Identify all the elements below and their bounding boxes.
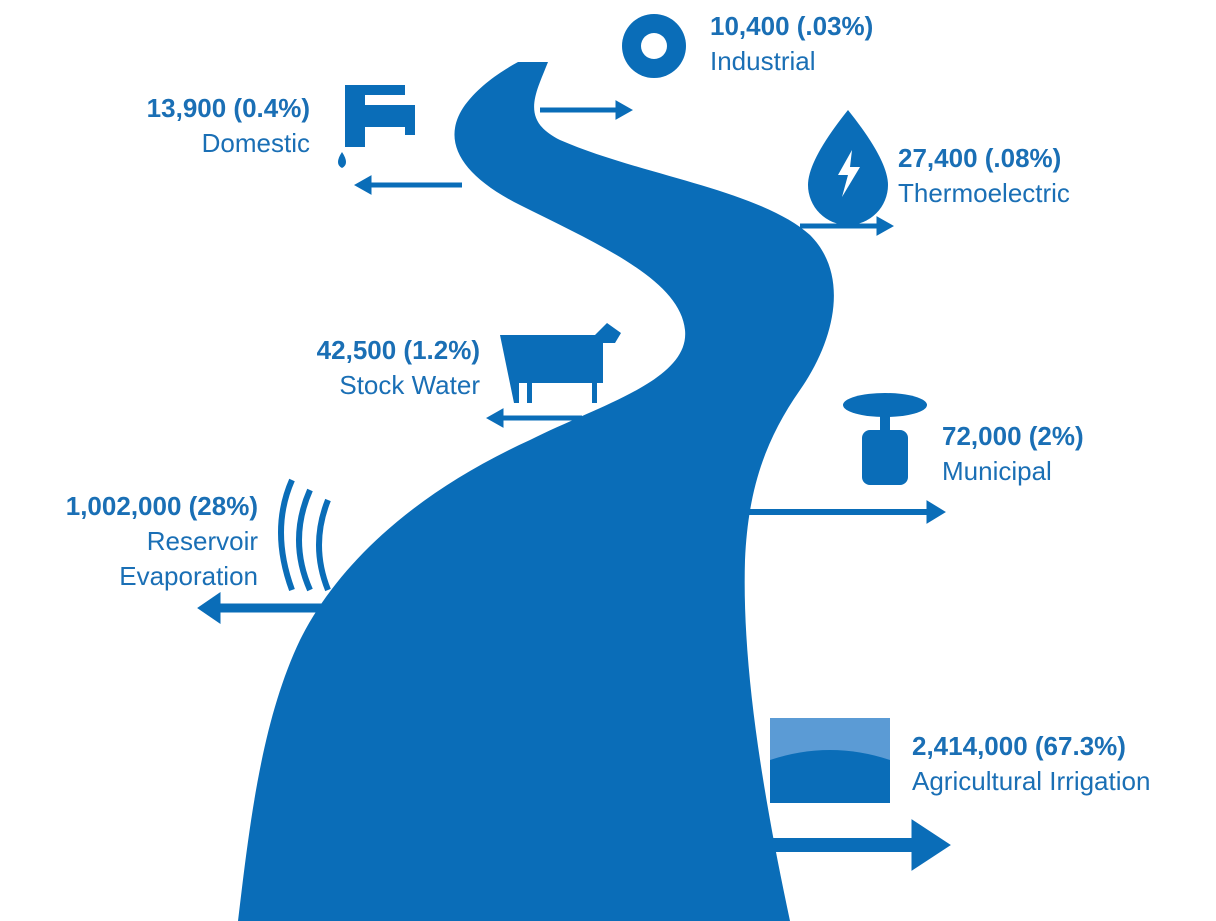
label: Stock Water [339,370,480,400]
river [238,62,834,921]
label: Thermoelectric [898,178,1070,208]
label: Domestic [202,128,310,158]
label: Municipal [942,456,1052,486]
label: Agricultural Irrigation [912,766,1150,796]
label: Evaporation [119,561,258,591]
amount: 27,400 (.08%) [898,143,1061,173]
amount: 2,414,000 (67.3%) [912,731,1126,761]
amount: 72,000 (2%) [942,421,1084,451]
label: Reservoir [147,526,259,556]
label: Industrial [710,46,816,76]
amount: 10,400 (.03%) [710,11,873,41]
infographic: 10,400 (.03%) Industrial 13,900 (0.4%) Dome… [0,0,1216,921]
amount: 13,900 (0.4%) [147,93,310,123]
amount: 1,002,000 (28%) [66,491,258,521]
amount: 42,500 (1.2%) [317,335,480,365]
